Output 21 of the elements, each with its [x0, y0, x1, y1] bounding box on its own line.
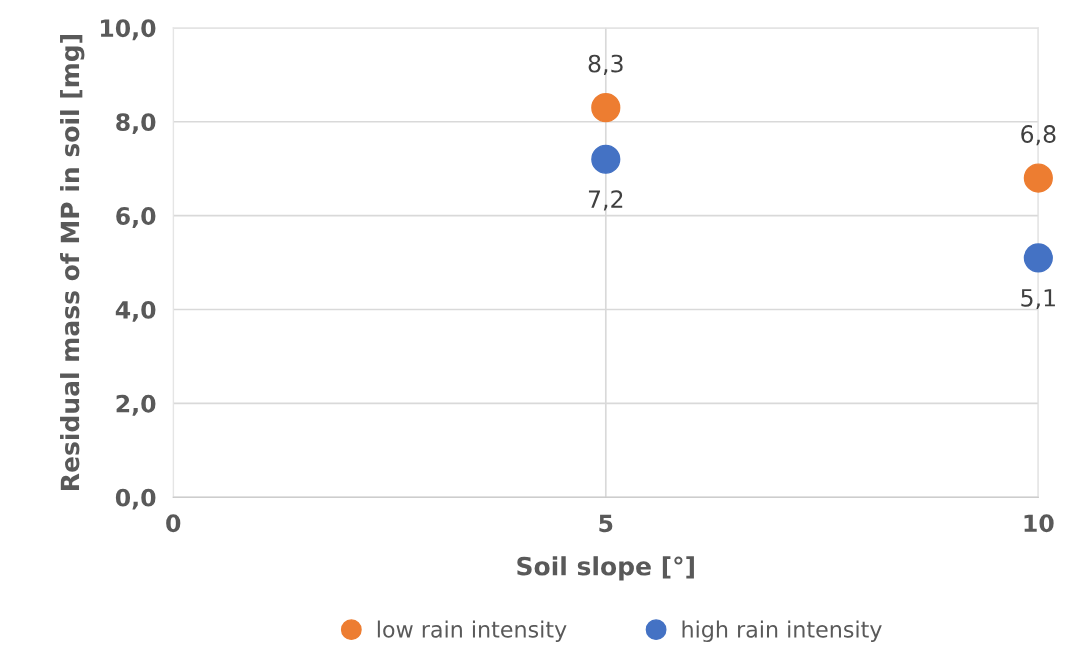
y-tick-label: 10,0 [100, 19, 156, 41]
legend-label: high rain intensity [682, 620, 882, 643]
point [1023, 163, 1053, 193]
point [1023, 243, 1053, 273]
point [591, 144, 621, 174]
y-tick-label: 4,0 [115, 300, 156, 322]
data-label: 7,2 [588, 190, 623, 211]
point [591, 93, 621, 123]
legend-label: low rain intensity [377, 620, 567, 643]
x-tick-label: 0 [166, 514, 181, 533]
y-axis-title: Residual mass of MP in soil [mg] [60, 35, 85, 490]
data-label: 5,1 [1021, 289, 1055, 310]
y-tick-label: 8,0 [116, 113, 156, 135]
data-label: 6,8 [1021, 125, 1056, 146]
y-tick-label: 6,0 [116, 207, 156, 228]
y-tick-label: 0,0 [115, 488, 156, 510]
y-tick-label: 2,0 [116, 394, 156, 416]
data-label: 8,3 [588, 54, 623, 75]
x-tick-label: 10 [1024, 514, 1054, 533]
x-tick-label: 5 [599, 514, 613, 533]
x-axis-title: Soil slope [°] [517, 556, 694, 581]
